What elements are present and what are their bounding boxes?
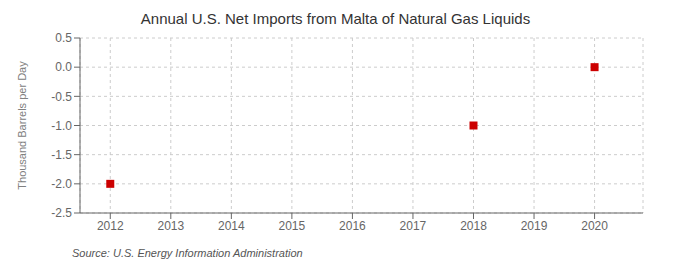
svg-text:0.5: 0.5 [55, 31, 72, 45]
svg-text:2019: 2019 [521, 219, 548, 233]
html-text:Annual U.S. Net Imports from M: Annual U.S. Net Imports from Malta of Na… [140, 10, 531, 27]
svg-text:Thousand Barrels per Day: Thousand Barrels per Day [16, 61, 28, 190]
svg-text:0.0: 0.0 [55, 60, 72, 74]
svg-text:2017: 2017 [400, 219, 427, 233]
svg-text:2012: 2012 [97, 219, 124, 233]
svg-text:2015: 2015 [279, 219, 306, 233]
svg-text:2016: 2016 [339, 219, 366, 233]
svg-text:2014: 2014 [218, 219, 245, 233]
svg-text:2020: 2020 [581, 219, 608, 233]
svg-text:2018: 2018 [460, 219, 487, 233]
svg-text:-1.5: -1.5 [51, 148, 72, 162]
svg-text:2013: 2013 [157, 219, 184, 233]
svg-text:-1.0: -1.0 [51, 119, 72, 133]
svg-text:-2.0: -2.0 [51, 177, 72, 191]
svg-text:-0.5: -0.5 [51, 90, 72, 104]
svg-text:-2.5: -2.5 [51, 206, 72, 220]
html-text:Source: U.S. Energy Informatio: Source: U.S. Energy Information Administ… [72, 247, 303, 259]
